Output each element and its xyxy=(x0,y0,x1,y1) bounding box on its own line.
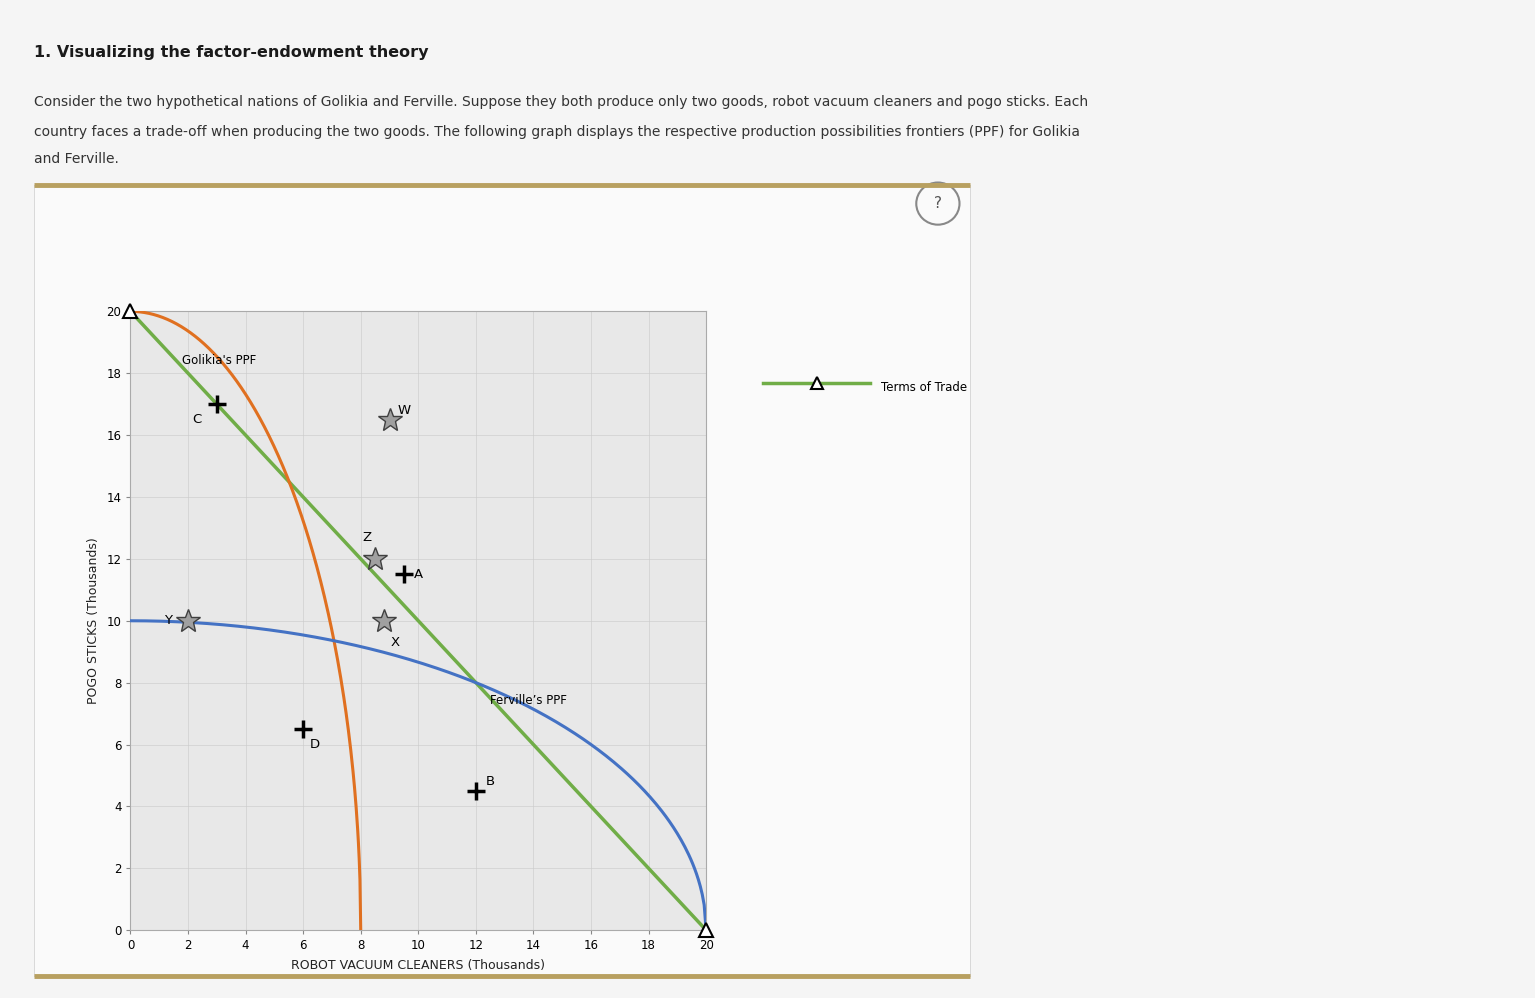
Text: and Ferville.: and Ferville. xyxy=(34,152,118,166)
Text: X: X xyxy=(391,636,399,649)
Y-axis label: POGO STICKS (Thousands): POGO STICKS (Thousands) xyxy=(86,537,100,705)
Text: Golikia's PPF: Golikia's PPF xyxy=(183,354,256,367)
Text: Terms of Trade: Terms of Trade xyxy=(881,380,967,394)
Text: Y: Y xyxy=(164,614,172,628)
Text: B: B xyxy=(485,775,494,788)
Text: 1. Visualizing the factor-endowment theory: 1. Visualizing the factor-endowment theo… xyxy=(34,45,428,60)
Text: A: A xyxy=(414,568,422,581)
Text: D: D xyxy=(310,738,319,751)
Text: Ferville’s PPF: Ferville’s PPF xyxy=(490,695,566,708)
X-axis label: ROBOT VACUUM CLEANERS (Thousands): ROBOT VACUUM CLEANERS (Thousands) xyxy=(292,959,545,972)
Text: W: W xyxy=(398,404,410,417)
Text: C: C xyxy=(192,413,201,426)
Text: ?: ? xyxy=(933,196,942,212)
Text: Z: Z xyxy=(362,531,371,544)
Text: Consider the two hypothetical nations of Golikia and Ferville. Suppose they both: Consider the two hypothetical nations of… xyxy=(34,95,1088,109)
Text: country faces a trade-off when producing the two goods. The following graph disp: country faces a trade-off when producing… xyxy=(34,125,1079,139)
